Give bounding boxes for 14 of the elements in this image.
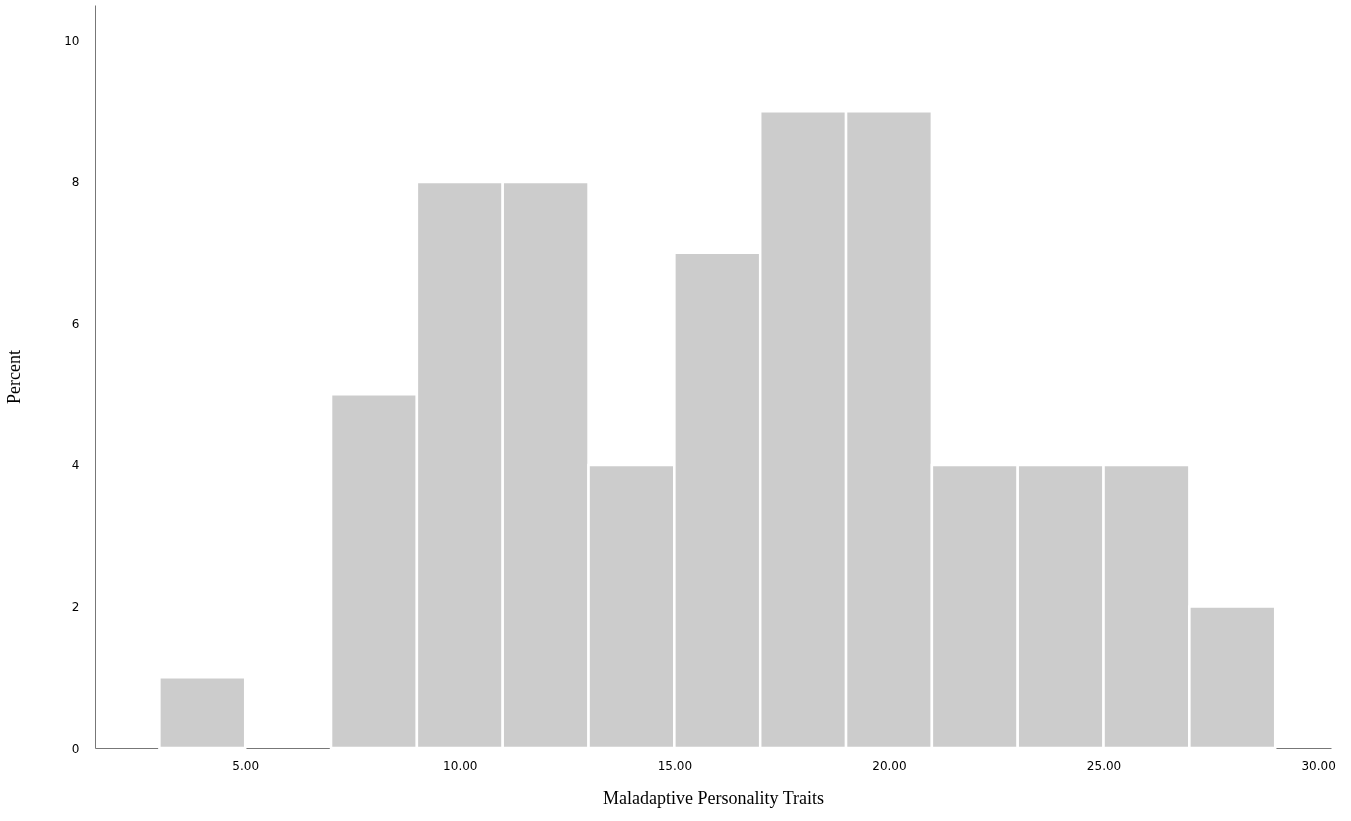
x-tick-label: 5.00 xyxy=(232,758,260,773)
y-tick-label: 0 xyxy=(71,741,80,756)
y-tick-label: 8 xyxy=(71,175,80,190)
y-tick-label: 2 xyxy=(71,599,80,614)
x-tick-label: 25.00 xyxy=(1086,758,1122,773)
y-tick-label: 10 xyxy=(64,33,80,48)
x-tick-label: 10.00 xyxy=(443,758,478,773)
x-axis-title: Maladaptive Personality Traits xyxy=(603,787,824,808)
y-tick-label: 4 xyxy=(71,458,80,473)
x-tick-label: 30.00 xyxy=(1301,758,1336,773)
x-tick-label: 20.00 xyxy=(872,758,907,773)
y-tick-label: 6 xyxy=(71,316,80,331)
y-axis-title: Percent xyxy=(4,350,25,404)
x-tick-label: 15.00 xyxy=(657,758,693,773)
